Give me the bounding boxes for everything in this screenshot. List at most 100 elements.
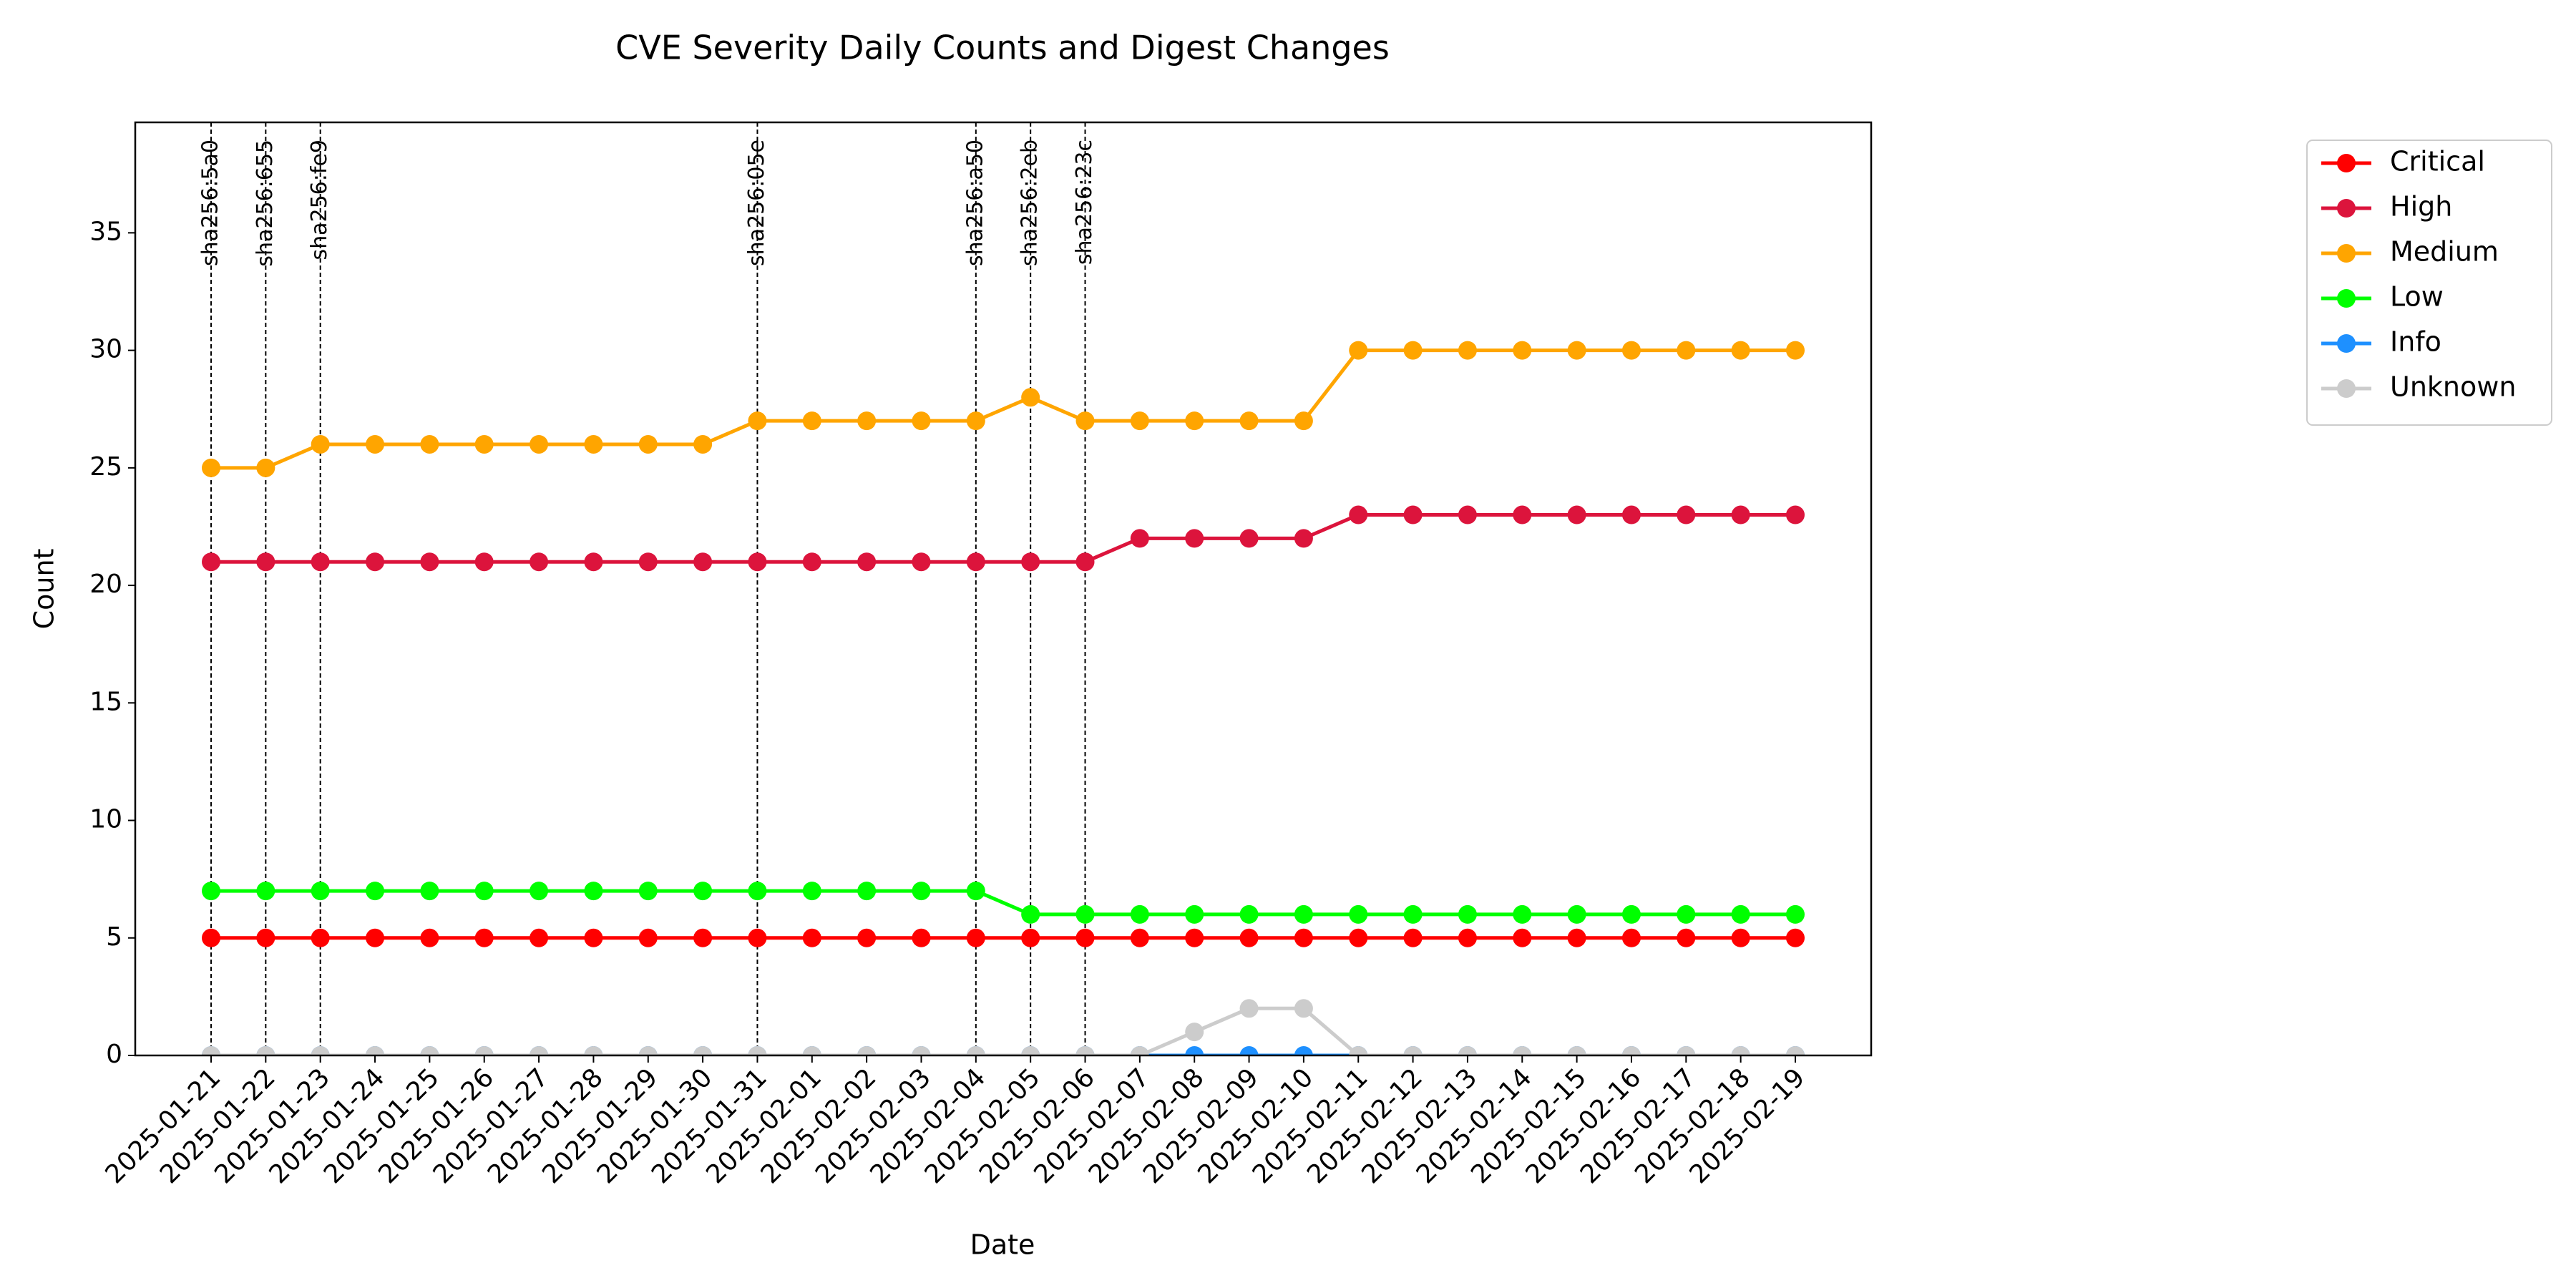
digest-label: sha256:5a0 xyxy=(198,140,223,266)
series-marker xyxy=(1349,505,1368,525)
legend-marker xyxy=(2337,289,2356,308)
series-marker xyxy=(748,552,767,572)
series-marker xyxy=(530,552,549,572)
series-marker xyxy=(1075,552,1095,572)
series-marker xyxy=(474,928,494,947)
series-marker xyxy=(1130,529,1149,548)
series-marker xyxy=(1677,1046,1696,1055)
series-marker xyxy=(966,928,985,947)
legend-label: Low xyxy=(2390,281,2444,313)
series-marker xyxy=(966,552,985,572)
legend-marker xyxy=(2337,379,2356,398)
series-marker xyxy=(1458,1046,1477,1055)
series-marker xyxy=(1130,904,1149,924)
series-marker xyxy=(202,928,220,947)
series-marker xyxy=(202,552,220,572)
plot-area xyxy=(202,341,1805,1055)
y-tick-label: 15 xyxy=(89,687,122,716)
series-marker xyxy=(1239,411,1259,431)
series-marker xyxy=(1567,904,1586,924)
series-marker xyxy=(1239,904,1259,924)
series-marker xyxy=(1294,904,1313,924)
series-marker xyxy=(802,882,821,901)
series-marker xyxy=(1185,904,1204,924)
series-marker xyxy=(1786,904,1805,924)
series-marker xyxy=(1567,1046,1586,1055)
series-marker xyxy=(420,928,439,947)
legend-label: Medium xyxy=(2390,236,2499,268)
series-marker xyxy=(256,458,275,477)
series-line xyxy=(211,1006,1795,1055)
series-marker xyxy=(638,1046,658,1055)
series-marker xyxy=(584,434,603,454)
series-marker xyxy=(638,882,658,901)
series-marker xyxy=(1403,1046,1423,1055)
series-marker xyxy=(1731,904,1750,924)
series-marker xyxy=(1458,904,1477,924)
series-line xyxy=(211,513,1795,564)
y-tick-label: 30 xyxy=(89,335,122,364)
series-marker xyxy=(638,928,658,947)
digest-label: sha256:2eb xyxy=(1018,140,1043,266)
series-marker xyxy=(474,1046,494,1055)
series-marker xyxy=(1403,904,1423,924)
series-marker xyxy=(1130,411,1149,431)
series-marker xyxy=(1021,388,1040,407)
series-marker xyxy=(693,882,713,901)
series-marker xyxy=(1185,1046,1204,1055)
series-marker xyxy=(256,928,275,947)
legend-label: High xyxy=(2390,191,2452,223)
series-marker xyxy=(748,1046,767,1055)
y-tick-label: 35 xyxy=(89,217,122,246)
series-marker xyxy=(1021,552,1040,572)
series-marker xyxy=(1731,1046,1750,1055)
series-marker xyxy=(1458,341,1477,360)
series-marker xyxy=(748,882,767,901)
legend-marker xyxy=(2337,154,2356,172)
series-marker xyxy=(638,552,658,572)
series-marker xyxy=(1567,505,1586,525)
series-marker xyxy=(1075,411,1095,431)
series-marker xyxy=(1458,505,1477,525)
y-axis-label: Count xyxy=(29,549,60,630)
series-marker xyxy=(912,928,931,947)
y-tick-label: 5 xyxy=(106,922,122,952)
axes-frame xyxy=(134,121,1873,1057)
series-marker xyxy=(311,434,330,454)
series-marker xyxy=(1021,1046,1040,1055)
series-marker xyxy=(1075,904,1095,924)
series-marker xyxy=(1239,999,1259,1018)
series-marker xyxy=(1294,529,1313,548)
series-marker xyxy=(1513,928,1532,947)
series-marker xyxy=(1621,928,1641,947)
series-marker xyxy=(693,434,713,454)
y-tick-label: 20 xyxy=(89,570,122,599)
series-marker xyxy=(584,882,603,901)
digest-label: sha256:fe9 xyxy=(307,140,332,260)
series-marker xyxy=(1677,505,1696,525)
series-marker xyxy=(420,1046,439,1055)
series-marker xyxy=(1349,1046,1368,1055)
series-marker xyxy=(256,552,275,572)
series-marker xyxy=(912,1046,931,1055)
series-marker xyxy=(1294,999,1313,1018)
legend-marker xyxy=(2337,244,2356,263)
series-marker xyxy=(530,434,549,454)
series-marker xyxy=(311,882,330,901)
y-tick-label: 0 xyxy=(106,1040,122,1069)
y-tick-label: 25 xyxy=(89,452,122,482)
series-marker xyxy=(202,458,220,477)
series-marker xyxy=(693,1046,713,1055)
chart-title: CVE Severity Daily Counts and Digest Cha… xyxy=(615,29,1390,67)
series-marker xyxy=(1621,1046,1641,1055)
series-marker xyxy=(1403,505,1423,525)
series-marker xyxy=(1349,341,1368,360)
series-marker xyxy=(1513,341,1532,360)
series-marker xyxy=(1239,529,1259,548)
series-marker xyxy=(1075,1046,1095,1055)
digest-label: sha256:a50 xyxy=(962,140,987,266)
series-marker xyxy=(1458,928,1477,947)
series-marker xyxy=(1294,928,1313,947)
series-marker xyxy=(693,928,713,947)
